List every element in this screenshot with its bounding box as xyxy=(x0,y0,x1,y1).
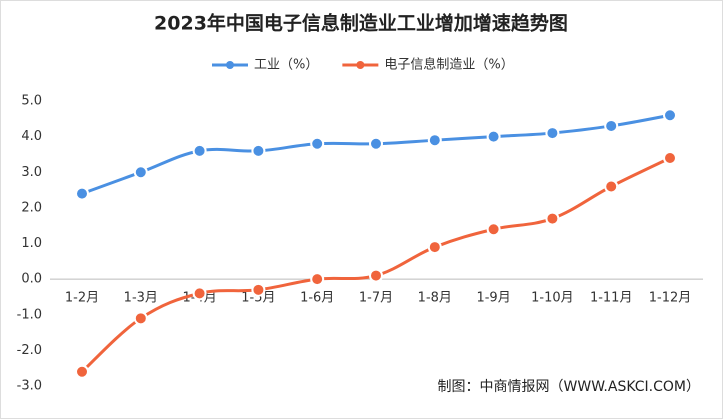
data-point xyxy=(133,311,148,326)
data-point xyxy=(486,129,501,144)
data-point xyxy=(133,165,148,180)
y-tick-label: 0.0 xyxy=(21,272,42,287)
legend-label: 电子信息制造业（%） xyxy=(384,57,513,73)
x-tick-label: 1-8月 xyxy=(418,291,452,306)
y-tick-label: 1.0 xyxy=(21,236,42,251)
data-point xyxy=(604,118,619,133)
legend-marker xyxy=(226,61,234,69)
data-point xyxy=(427,133,442,148)
x-tick-label: 1-2月 xyxy=(65,291,99,306)
data-point xyxy=(369,268,383,283)
data-point xyxy=(369,136,383,151)
y-tick-label: -2.0 xyxy=(17,343,42,358)
data-point xyxy=(545,211,560,226)
source-note: 制图：中商情报网（WWW.ASKCI.COM） xyxy=(438,379,700,395)
y-tick-label: -3.0 xyxy=(17,379,42,394)
y-tick-label: 3.0 xyxy=(21,165,42,180)
data-point xyxy=(604,179,619,194)
x-tick-label: 1-12月 xyxy=(649,291,692,306)
chart-title: 2023年中国电子信息制造业工业增加增速趋势图 xyxy=(154,12,568,35)
data-point xyxy=(545,126,560,141)
data-point xyxy=(663,108,677,123)
data-point xyxy=(663,151,677,165)
data-point xyxy=(486,222,501,237)
x-tick-label: 1-9月 xyxy=(476,291,510,306)
data-point xyxy=(427,240,442,255)
y-tick-label: 4.0 xyxy=(21,129,42,144)
x-tick-label: 1-10月 xyxy=(531,291,574,306)
data-point xyxy=(192,143,207,158)
data-point xyxy=(75,364,89,379)
data-point xyxy=(251,143,266,158)
x-tick-label: 1-6月 xyxy=(300,291,334,306)
data-point xyxy=(75,186,89,201)
x-tick-label: 1-3月 xyxy=(124,291,158,306)
x-tick-label: 1-7月 xyxy=(359,291,393,306)
data-point xyxy=(192,286,207,301)
y-tick-label: -1.0 xyxy=(17,307,42,322)
data-point xyxy=(310,136,325,151)
x-tick-label: 1-11月 xyxy=(590,291,633,306)
x-tick-label: 1-5月 xyxy=(241,291,275,306)
data-point xyxy=(251,282,266,297)
y-tick-label: 2.0 xyxy=(21,200,42,215)
legend-label: 工业（%） xyxy=(254,58,318,73)
y-tick-label: 5.0 xyxy=(21,94,42,109)
data-point xyxy=(310,272,325,287)
legend-marker xyxy=(356,61,365,69)
